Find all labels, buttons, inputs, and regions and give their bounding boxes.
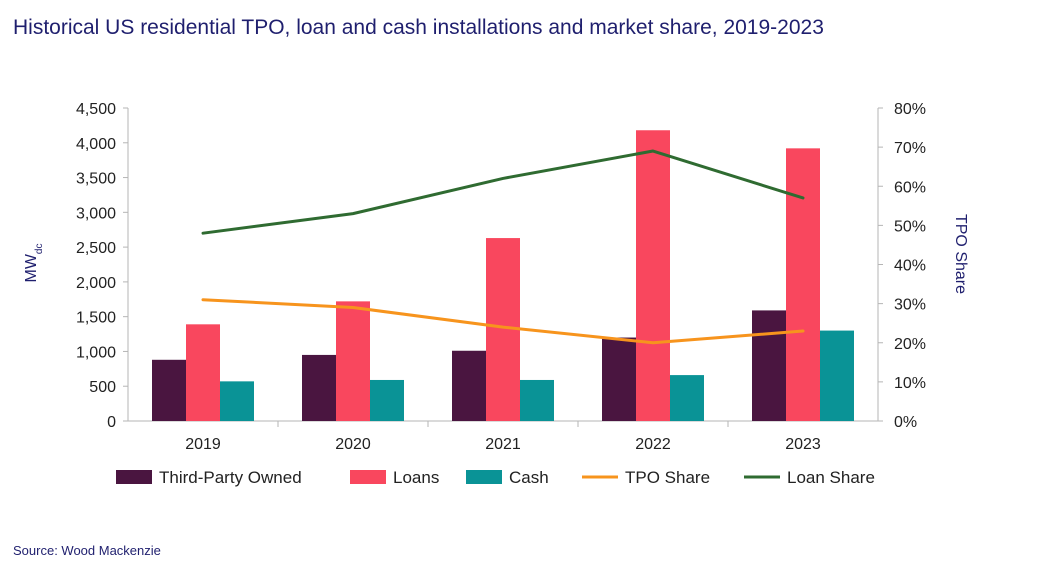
- bar-cash-2023: [820, 330, 854, 421]
- y-tick-label: 4,500: [76, 101, 116, 118]
- line-loan-share: [201, 149, 805, 235]
- y2-axis-ticks: 0% 10% 20% 30% 40% 50% 60% 70% 80%: [878, 101, 926, 431]
- bar-cash-2020: [370, 379, 404, 421]
- y2-tick-label: 80%: [894, 101, 926, 118]
- x-tick-label: 2021: [485, 436, 521, 453]
- chart-title: Historical US residential TPO, loan and …: [13, 16, 824, 39]
- bar-third-party-owned-2020: [302, 354, 336, 421]
- x-tick-label: 2023: [785, 436, 821, 453]
- y2-tick-label: 70%: [894, 140, 926, 157]
- bar-third-party-owned-2021: [452, 350, 486, 421]
- bar-loans-2020: [336, 301, 370, 421]
- x-axis-ticks: 2019 2020 2021 2022 2023: [185, 421, 821, 453]
- y2-axis-label: TPO Share: [952, 214, 969, 294]
- share-lines: [201, 149, 805, 345]
- y2-tick-label: 60%: [894, 179, 926, 196]
- x-tick-label: 2022: [635, 436, 671, 453]
- y-axis-ticks: 0 500 1,000 1,500 2,000 2,500 3,000 3,500 4,000 4…: [76, 101, 128, 431]
- legend-label-tpo-share: TPO Share: [625, 468, 710, 487]
- legend-swatch-third-party-owned: [116, 470, 152, 484]
- y2-tick-label: 20%: [894, 336, 926, 353]
- legend-label-cash: Cash: [509, 468, 549, 487]
- source-note: Source: Wood Mackenzie: [13, 543, 161, 558]
- legend-label-loans: Loans: [393, 468, 439, 487]
- y2-tick-label: 50%: [894, 218, 926, 235]
- y-tick-label: 2,000: [76, 275, 116, 292]
- legend-label-third-party-owned: Third-Party Owned: [159, 468, 302, 487]
- y2-tick-label: 30%: [894, 297, 926, 314]
- bar-cash-2022: [670, 375, 704, 421]
- bar-third-party-owned-2022: [602, 337, 636, 421]
- legend-swatch-cash: [466, 470, 502, 484]
- y-tick-label: 3,500: [76, 171, 116, 188]
- y-tick-label: 0: [107, 414, 116, 431]
- y2-tick-label: 0%: [894, 414, 917, 431]
- y-tick-label: 500: [89, 379, 116, 396]
- legend-swatch-loans: [350, 470, 386, 484]
- y-axis-label: MWdc: [23, 244, 45, 283]
- bar-third-party-owned-2023: [752, 310, 786, 421]
- legend-label-loan-share: Loan Share: [787, 468, 875, 487]
- y-tick-label: 1,500: [76, 310, 116, 327]
- bar-loans-2022: [636, 130, 670, 421]
- bar-cash-2019: [220, 381, 254, 421]
- y-tick-label: 4,000: [76, 136, 116, 153]
- bar-cash-2021: [520, 379, 554, 421]
- y2-tick-label: 10%: [894, 375, 926, 392]
- y-tick-label: 1,000: [76, 344, 116, 361]
- x-tick-label: 2020: [335, 436, 371, 453]
- x-tick-label: 2019: [185, 436, 221, 453]
- bars: [152, 130, 854, 421]
- line-tpo-share: [201, 298, 805, 345]
- y2-tick-label: 40%: [894, 258, 926, 275]
- bar-loans-2023: [786, 148, 820, 421]
- bar-loans-2019: [186, 324, 220, 421]
- legend: Third-Party Owned Loans Cash TPO Share Loan …: [116, 468, 875, 487]
- y-tick-label: 3,000: [76, 205, 116, 222]
- y-tick-label: 2,500: [76, 240, 116, 257]
- bar-third-party-owned-2019: [152, 359, 186, 421]
